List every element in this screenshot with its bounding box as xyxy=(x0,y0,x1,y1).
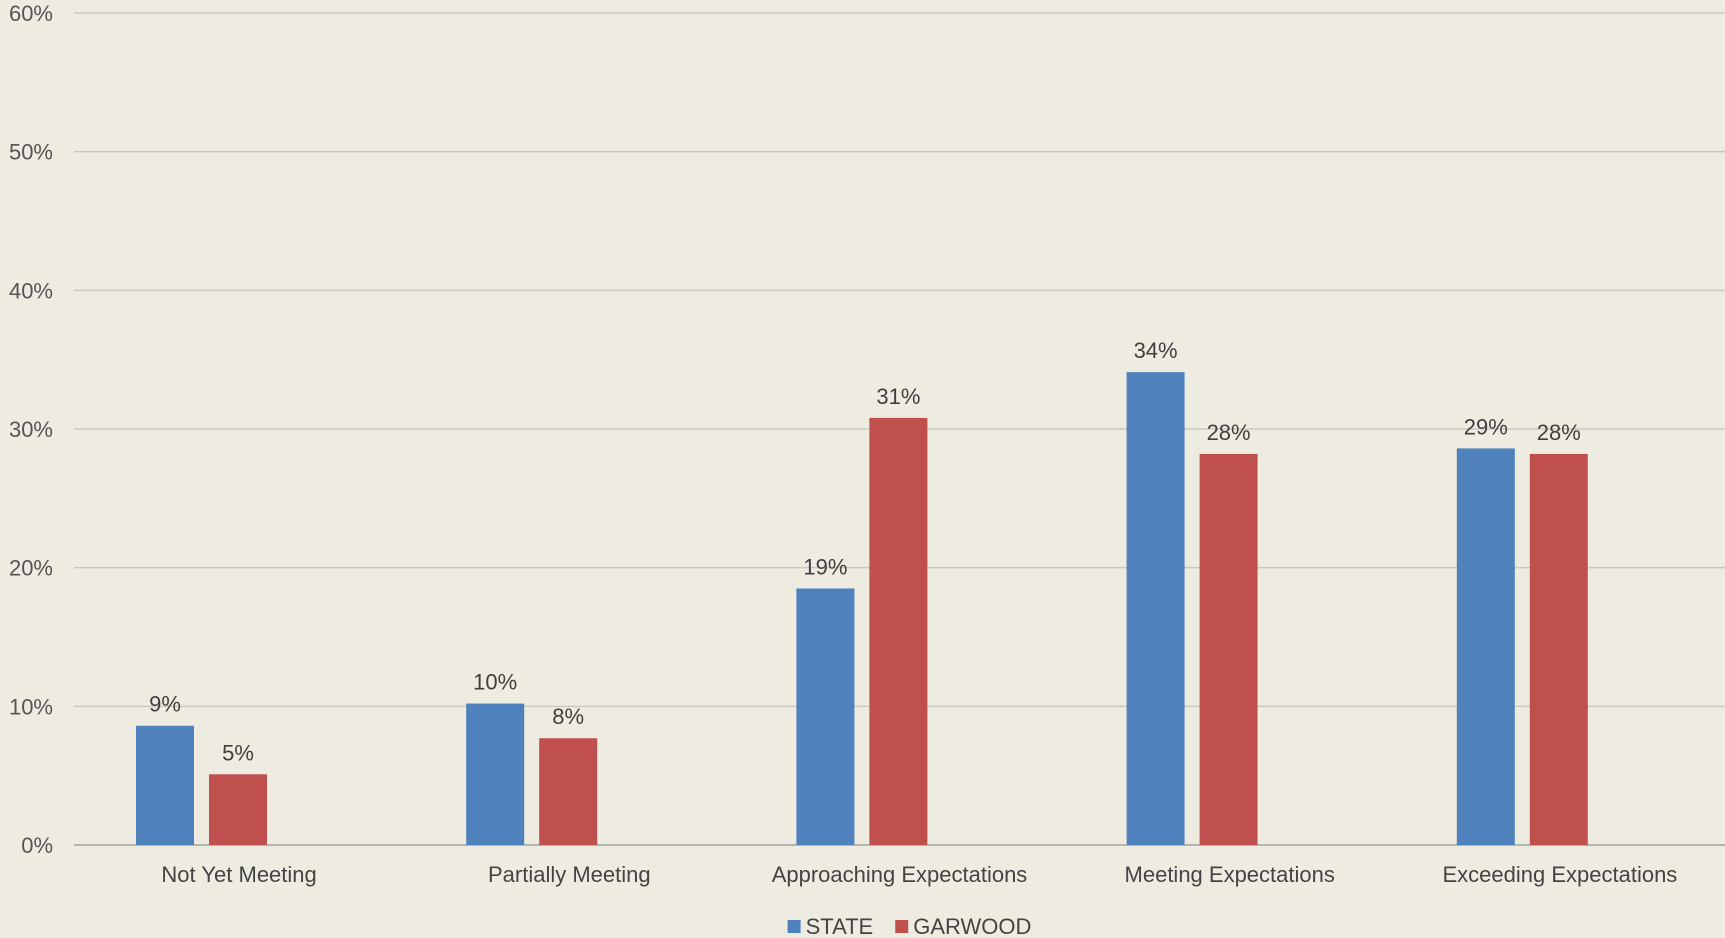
data-label: 29% xyxy=(1464,414,1508,439)
bar-garwood-4 xyxy=(1529,453,1588,845)
bar-garwood-2 xyxy=(869,417,928,845)
bar-state-4 xyxy=(1456,448,1515,845)
x-tick-label: Exceeding Expectations xyxy=(1442,862,1677,887)
y-tick-label: 30% xyxy=(9,417,53,442)
data-label: 9% xyxy=(149,692,181,717)
y-tick-label: 50% xyxy=(9,140,53,165)
data-label: 5% xyxy=(222,740,254,765)
x-tick-label: Approaching Expectations xyxy=(772,862,1028,887)
gridlines xyxy=(74,12,1725,846)
y-tick-label: 0% xyxy=(21,833,53,858)
data-label: 19% xyxy=(803,554,847,579)
data-label: 34% xyxy=(1134,338,1178,363)
data-label: 28% xyxy=(1537,420,1581,445)
x-tick-label: Meeting Expectations xyxy=(1125,862,1335,887)
bar-state-3 xyxy=(1126,372,1185,845)
x-tick-label: Not Yet Meeting xyxy=(161,862,316,887)
y-tick-label: 20% xyxy=(9,556,53,581)
y-tick-label: 10% xyxy=(9,694,53,719)
bar-state-2 xyxy=(796,588,855,845)
legend: STATE GARWOOD xyxy=(787,914,1031,938)
bar-state-1 xyxy=(466,703,525,845)
data-label: 31% xyxy=(876,384,920,409)
data-label: 10% xyxy=(473,670,517,695)
x-axis-tick-labels: Not Yet Meeting Partially Meeting Approach… xyxy=(161,862,1677,887)
legend-item-garwood: GARWOOD xyxy=(895,914,1031,938)
legend-label: STATE xyxy=(806,914,874,938)
y-axis-tick-labels: 0% 10% 20% 30% 40% 50% 60% xyxy=(9,1,53,858)
x-tick-label: Partially Meeting xyxy=(488,862,651,887)
bar-state-0 xyxy=(136,725,194,845)
y-tick-label: 60% xyxy=(9,1,53,26)
y-tick-label: 40% xyxy=(9,278,53,303)
bar-garwood-1 xyxy=(539,738,598,845)
bar-garwood-0 xyxy=(209,774,267,845)
legend-item-state: STATE xyxy=(787,914,874,938)
bars xyxy=(136,372,1588,845)
data-label: 8% xyxy=(552,704,584,729)
legend-swatch xyxy=(895,920,909,933)
bar-garwood-3 xyxy=(1199,453,1258,845)
legend-label: GARWOOD xyxy=(913,914,1031,938)
data-labels: 9% 5% 10% 8% 19% 31% 34% 28% 29% 28% xyxy=(149,338,1581,765)
data-label: 28% xyxy=(1207,420,1251,445)
legend-swatch xyxy=(787,920,801,933)
